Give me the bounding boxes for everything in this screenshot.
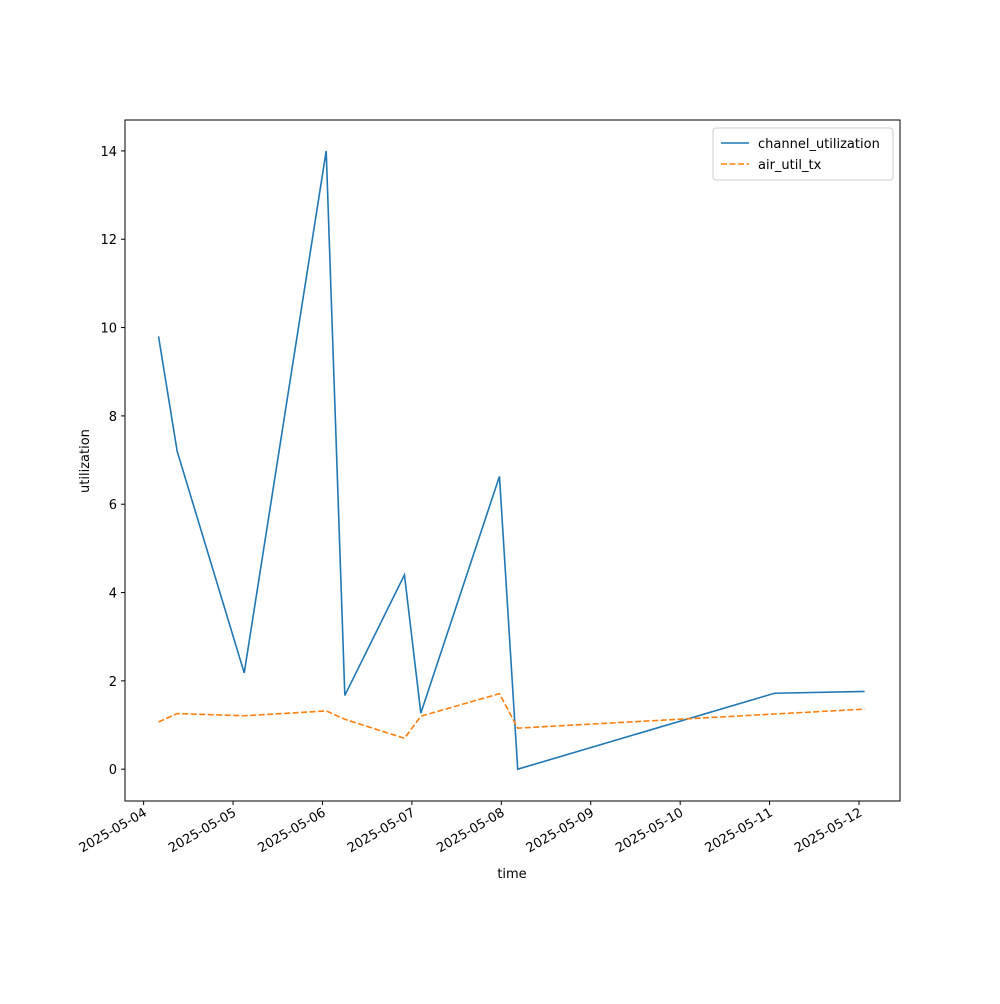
data-line bbox=[158, 692, 865, 740]
x-axis-label: time bbox=[497, 867, 526, 882]
y-tick-label: 4 bbox=[109, 587, 117, 602]
y-tick-label: 8 bbox=[109, 410, 117, 425]
data-line bbox=[157, 150, 865, 771]
legend-label: air_util_tx bbox=[758, 158, 822, 173]
legend-box bbox=[712, 127, 894, 181]
y-tick-label: 12 bbox=[100, 233, 117, 248]
y-tick-label: 14 bbox=[100, 145, 117, 160]
y-tick-label: 0 bbox=[109, 763, 117, 778]
plot-frame bbox=[124, 119, 901, 802]
y-tick-label: 10 bbox=[100, 322, 117, 337]
y-tick-label: 2 bbox=[109, 675, 117, 690]
y-axis-label: utilization bbox=[78, 429, 93, 493]
legend-label: channel_utilization bbox=[758, 137, 880, 152]
y-tick-label: 6 bbox=[109, 498, 117, 513]
